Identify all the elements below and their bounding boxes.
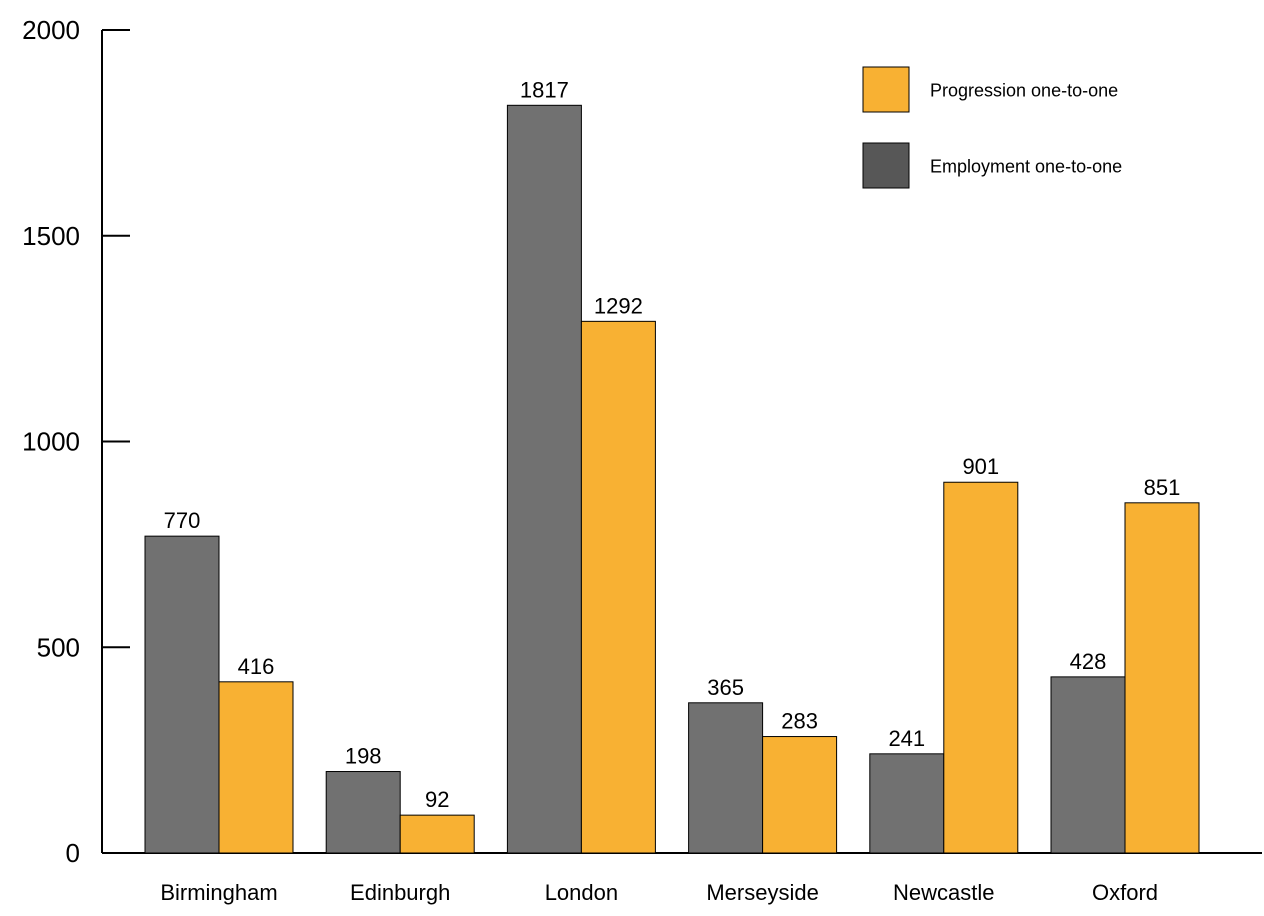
data-label-employment-one-to-one-newcastle: 241 (888, 726, 925, 751)
y-tick-label-2000: 2000 (22, 15, 80, 45)
bar-employment-one-to-one-birmingham (144, 535, 220, 854)
data-label-employment-one-to-one-oxford: 428 (1070, 649, 1107, 674)
bar-employment-one-to-one-oxford (1050, 676, 1126, 854)
bar-progression-one-to-one-birmingham (218, 681, 294, 854)
bar-employment-one-to-one-edinburgh (325, 771, 401, 854)
legend-label-employment-one-to-one: Employment one-to-one (930, 157, 1122, 177)
legend-swatch-progression-one-to-one (862, 66, 910, 113)
data-label-progression-one-to-one-edinburgh: 92 (425, 787, 449, 812)
x-tick-label-edinburgh: Edinburgh (350, 880, 450, 905)
y-tick-label-1500: 1500 (22, 221, 80, 251)
legend: Progression one-to-one Employment one-to-… (862, 66, 1122, 189)
bar-employment-one-to-one-merseyside (688, 702, 764, 854)
data-label-progression-one-to-one-merseyside: 283 (781, 709, 818, 734)
x-tick-label-london: London (545, 880, 618, 905)
x-tick-label-birmingham: Birmingham (160, 880, 277, 905)
x-tick-label-merseyside: Merseyside (706, 880, 818, 905)
data-label-progression-one-to-one-oxford: 851 (1144, 475, 1181, 500)
y-axis: 0 500 1000 1500 2000 (22, 15, 130, 868)
x-tick-label-newcastle: Newcastle (893, 880, 994, 905)
data-label-employment-one-to-one-london: 1817 (520, 77, 569, 102)
legend-swatch-employment-one-to-one (862, 142, 910, 189)
y-tick-label-0: 0 (66, 838, 80, 868)
y-tick-label-1000: 1000 (22, 427, 80, 457)
data-label-progression-one-to-one-birmingham: 416 (238, 654, 275, 679)
data-label-progression-one-to-one-london: 1292 (594, 293, 643, 318)
data-label-employment-one-to-one-birmingham: 770 (164, 508, 201, 533)
y-tick-label-500: 500 (37, 632, 80, 662)
data-label-employment-one-to-one-edinburgh: 198 (345, 744, 382, 769)
bar-progression-one-to-one-newcastle (943, 481, 1019, 854)
bar-progression-one-to-one-oxford (1124, 502, 1200, 854)
data-label-employment-one-to-one-merseyside: 365 (707, 675, 744, 700)
x-tick-label-oxford: Oxford (1092, 880, 1158, 905)
bar-progression-one-to-one-london (580, 320, 656, 854)
bar-progression-one-to-one-merseyside (762, 736, 838, 854)
bar-employment-one-to-one-london (506, 104, 582, 854)
bars: 770 416 198 92 1817 1292 365 283 241 901 428 851 (144, 77, 1200, 854)
bar-progression-one-to-one-edinburgh (399, 814, 475, 854)
data-label-progression-one-to-one-newcastle: 901 (962, 454, 999, 479)
bar-employment-one-to-one-newcastle (869, 753, 945, 854)
x-axis: Birmingham Edinburgh London Merseyside Newca… (102, 852, 1262, 905)
legend-label-progression-one-to-one: Progression one-to-one (930, 81, 1118, 101)
